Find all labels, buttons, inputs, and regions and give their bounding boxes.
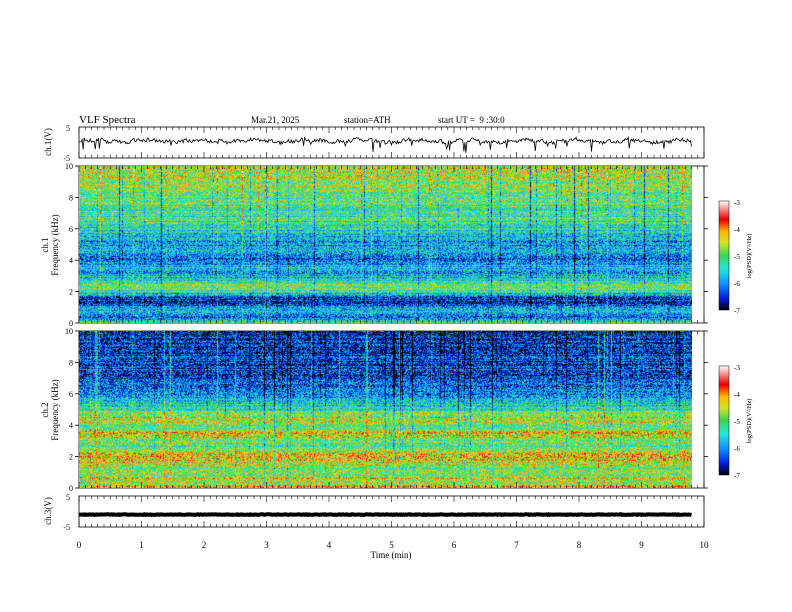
frequency-tick-label: 10	[65, 327, 73, 336]
ch1-colorbar-tick-minus5: -5	[734, 253, 740, 261]
time-tick-label: 4	[327, 540, 332, 550]
frequency-tick-label: 10	[65, 162, 73, 171]
ch1-colorbar-gradient	[718, 200, 730, 311]
time-tick-label: 2	[202, 540, 207, 550]
ch1-colorbar-tick-minus6: -6	[734, 280, 740, 288]
time-axis-ticks	[78, 127, 705, 527]
ch1-spectrogram-ylabel-frequency: Frequency (kHz)	[50, 214, 60, 275]
ch2-colorbar-tick-minus6: -6	[734, 445, 740, 453]
ch2-frequency-ticks: 0 2 4 6 8 10	[65, 327, 708, 493]
time-tick-label: 0	[77, 540, 82, 550]
ch2-colorbar-gradient	[718, 365, 730, 476]
ch3-ytick-bottom: -5	[63, 523, 70, 532]
time-tick-label: 7	[514, 540, 519, 550]
ch1-colorbar-tick-minus4: -4	[734, 226, 740, 234]
ch2-spectrogram-panel: 0 2 4 6 8 10 ch.2 Frequency (kHz)	[40, 327, 708, 493]
ch2-spectrogram-ylabel-frequency: Frequency (kHz)	[50, 379, 60, 440]
time-tick-label: 8	[577, 540, 582, 550]
ch1-waveform-trace	[78, 135, 692, 153]
time-tick-label: 9	[639, 540, 644, 550]
figure-date: Mar.21, 2025	[251, 115, 300, 125]
frequency-tick-label: 2	[69, 288, 73, 297]
frequency-tick-label: 2	[69, 453, 73, 462]
figure-station: station=ATH	[344, 115, 391, 125]
frequency-tick-label: 6	[69, 225, 73, 234]
ch1-colorbar-label: log(PSD)(V²/Hz)	[746, 234, 753, 279]
time-tick-label: 3	[264, 540, 269, 550]
ch2-colorbar: -3 -4 -5 -6 -7 log(PSD)(V²/Hz)	[718, 364, 753, 480]
frequency-tick-label: 0	[69, 319, 73, 328]
ch3-waveform-panel: 5 -5 ch.3(V)	[43, 493, 705, 532]
ch1-frequency-ticks: 0 2 4 6 8 10	[65, 162, 708, 328]
ch2-colorbar-tick-minus3: -3	[734, 364, 740, 372]
ch1-spectrogram-image	[79, 166, 692, 323]
ch1-ytick-bottom: -5	[63, 154, 70, 163]
frequency-tick-label: 0	[69, 484, 73, 493]
frequency-tick-label: 8	[69, 358, 73, 367]
ch3-waveform-ylabel: ch.3(V)	[43, 497, 53, 525]
ch3-ytick-top: 5	[66, 493, 70, 502]
frequency-tick-label: 4	[69, 421, 73, 430]
figure-title: VLF Spectra	[79, 114, 136, 126]
ch1-spectrogram-ylabel-channel: ch.1	[40, 237, 50, 252]
ch1-colorbar-tick-minus3: -3	[734, 199, 740, 207]
ch1-waveform-panel: 5 -5 ch.1(V)	[43, 124, 705, 163]
ch2-colorbar-tick-minus7: -7	[734, 472, 740, 480]
figure-start-time: start UT = 9 :30:0	[438, 115, 505, 125]
ch1-colorbar: -3 -4 -5 -6 -7 log(PSD)(V²/Hz)	[718, 199, 753, 315]
time-axis-tick-labels: 0 1 2 3 4 5 6 7 8 9 10	[77, 540, 709, 550]
time-tick-label: 6	[452, 540, 457, 550]
ch1-waveform-ylabel: ch.1(V)	[43, 128, 53, 156]
time-tick-label: 10	[700, 540, 710, 550]
ch1-spectrogram-panel: 0 2 4 6 8 10 ch.1 Frequency (kHz)	[40, 162, 708, 328]
ch2-colorbar-tick-minus5: -5	[734, 418, 740, 426]
frequency-tick-label: 6	[69, 390, 73, 399]
frequency-tick-label: 8	[69, 193, 73, 202]
time-tick-label: 1	[139, 540, 144, 550]
time-axis-label: Time (min)	[371, 550, 412, 560]
ch2-spectrogram-ylabel-channel: ch.2	[40, 402, 50, 417]
ch1-ytick-top: 5	[66, 124, 70, 133]
frequency-tick-label: 4	[69, 256, 73, 265]
ch2-colorbar-tick-minus4: -4	[734, 391, 740, 399]
ch2-colorbar-label: log(PSD)(V²/Hz)	[746, 399, 753, 444]
ch1-colorbar-tick-minus7: -7	[734, 307, 740, 315]
time-tick-label: 5	[389, 540, 394, 550]
ch2-spectrogram-image	[79, 331, 692, 488]
ch3-waveform-trace	[78, 511, 692, 518]
